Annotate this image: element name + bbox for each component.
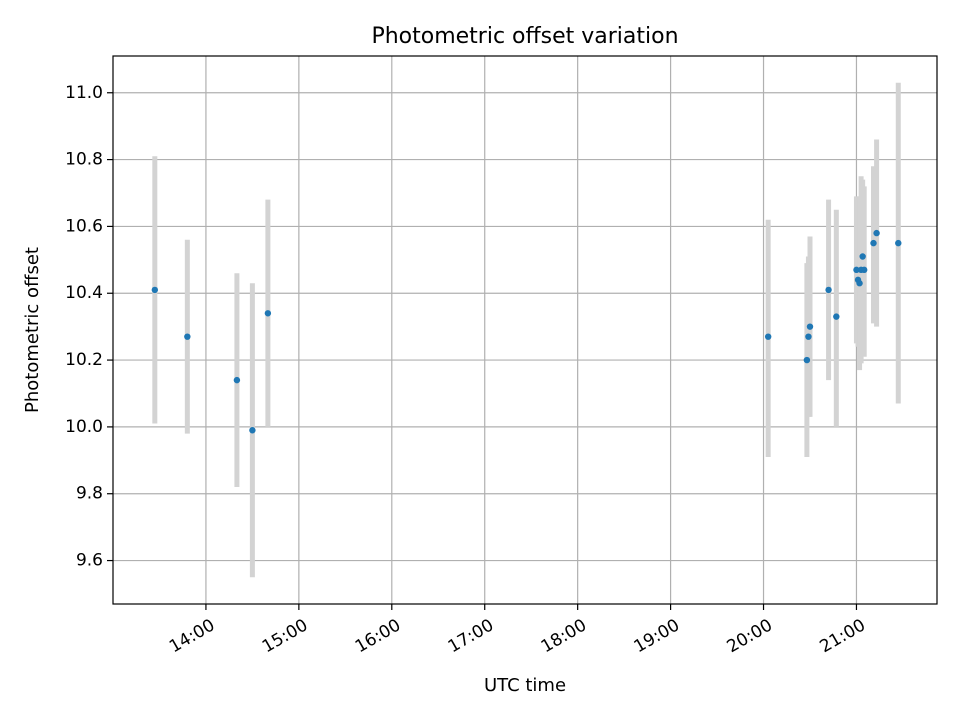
y-tick-label: 10.8: [65, 150, 103, 170]
data-point: [873, 229, 880, 237]
data-point: [870, 239, 877, 247]
data-point: [764, 333, 772, 340]
axes-frame: [112, 55, 938, 605]
data-point: [184, 333, 191, 340]
data-point: [803, 356, 811, 364]
y-tick-label: 11.0: [65, 83, 103, 103]
y-tick-label: 9.8: [76, 484, 103, 504]
data-point: [151, 286, 159, 294]
point-layer: [151, 229, 902, 434]
data-point: [264, 310, 272, 317]
data-point: [861, 266, 868, 274]
x-axis-label: UTC time: [484, 675, 566, 696]
data-point: [806, 323, 814, 330]
y-tick-label: 9.6: [76, 551, 103, 571]
y-axis-label: Photometric offset: [22, 247, 43, 413]
data-point: [859, 253, 866, 260]
chart-title: Photometric offset variation: [371, 24, 678, 49]
y-tick-label: 10.0: [65, 417, 103, 437]
data-point: [249, 427, 256, 434]
y-tick-label: 10.6: [65, 216, 103, 236]
data-point: [233, 376, 241, 384]
y-tick-label: 10.2: [65, 350, 103, 370]
data-point: [805, 333, 812, 340]
data-point: [833, 313, 840, 320]
data-point: [895, 239, 902, 247]
data-point: [856, 280, 863, 287]
data-point: [853, 266, 860, 274]
data-point: [825, 286, 832, 294]
y-tick-label: 10.4: [65, 283, 103, 303]
